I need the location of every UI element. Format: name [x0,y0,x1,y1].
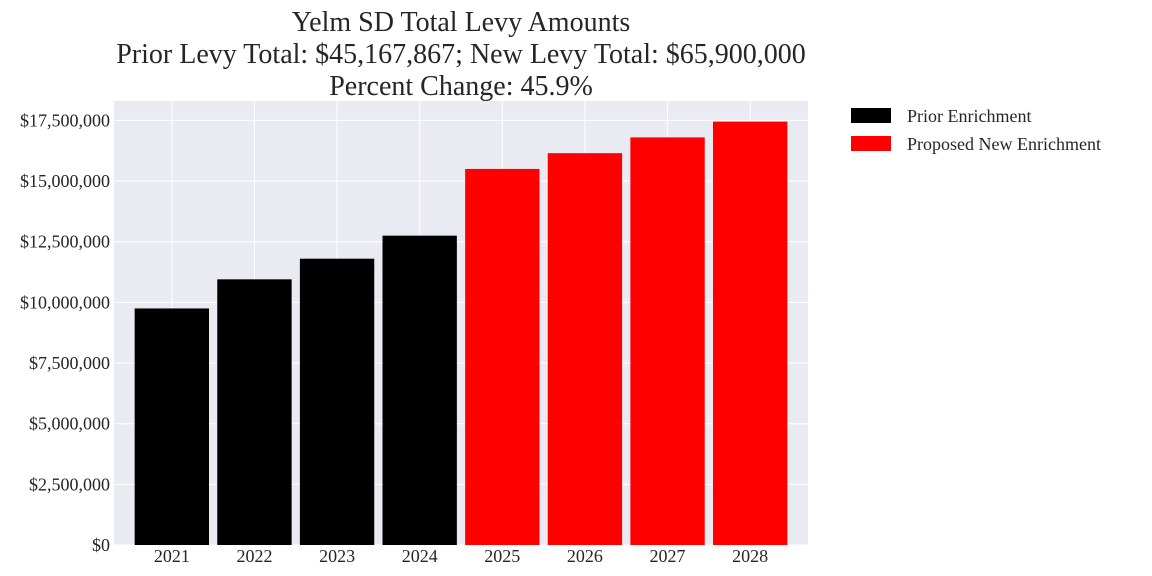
bar-2026 [547,153,623,545]
chart-subtitle-percent: Percent Change: 45.9% [329,71,593,102]
bar-2024 [382,235,457,545]
bar-2025 [465,168,540,545]
legend: Prior Enrichment Proposed New Enrichment [851,106,1101,154]
chart-subtitle-totals: Prior Levy Total: $45,167,867; New Levy … [116,39,806,70]
bar-2021 [134,308,210,545]
y-tick-label: $2,500,000 [29,474,110,494]
y-tick-label: $0 [92,535,110,555]
chart-title: Yelm SD Total Levy Amounts [292,7,631,38]
bars [134,121,788,546]
bar-2028 [712,121,788,545]
x-tick-label: 2026 [567,546,603,566]
y-axis-ticks: $0 $2,500,000 $5,000,000 $7,500,000 $10,000,… [20,110,110,555]
bar-2023 [299,258,375,545]
y-tick-label: $17,500,000 [20,110,110,130]
legend-swatch [851,108,891,123]
x-tick-label: 2024 [402,546,438,566]
x-tick-label: 2021 [154,546,190,566]
legend-label: Prior Enrichment [907,106,1031,126]
x-tick-label: 2022 [236,546,272,566]
y-tick-label: $7,500,000 [29,353,110,373]
legend-label: Proposed New Enrichment [907,134,1101,154]
bar-2022 [217,279,292,545]
x-tick-label: 2023 [319,546,355,566]
x-axis-ticks: 2021 2022 2023 2024 2025 2026 2027 2028 [154,546,768,566]
y-tick-label: $15,000,000 [20,171,110,191]
y-tick-label: $12,500,000 [20,232,110,252]
x-tick-label: 2028 [732,546,768,566]
bar-2027 [630,137,705,546]
legend-swatch [851,136,891,151]
y-tick-label: $10,000,000 [20,292,110,312]
chart-title-group: Yelm SD Total Levy Amounts Prior Levy To… [116,7,806,102]
x-tick-label: 2027 [650,546,686,566]
x-tick-label: 2025 [484,546,520,566]
y-tick-label: $5,000,000 [29,414,110,434]
